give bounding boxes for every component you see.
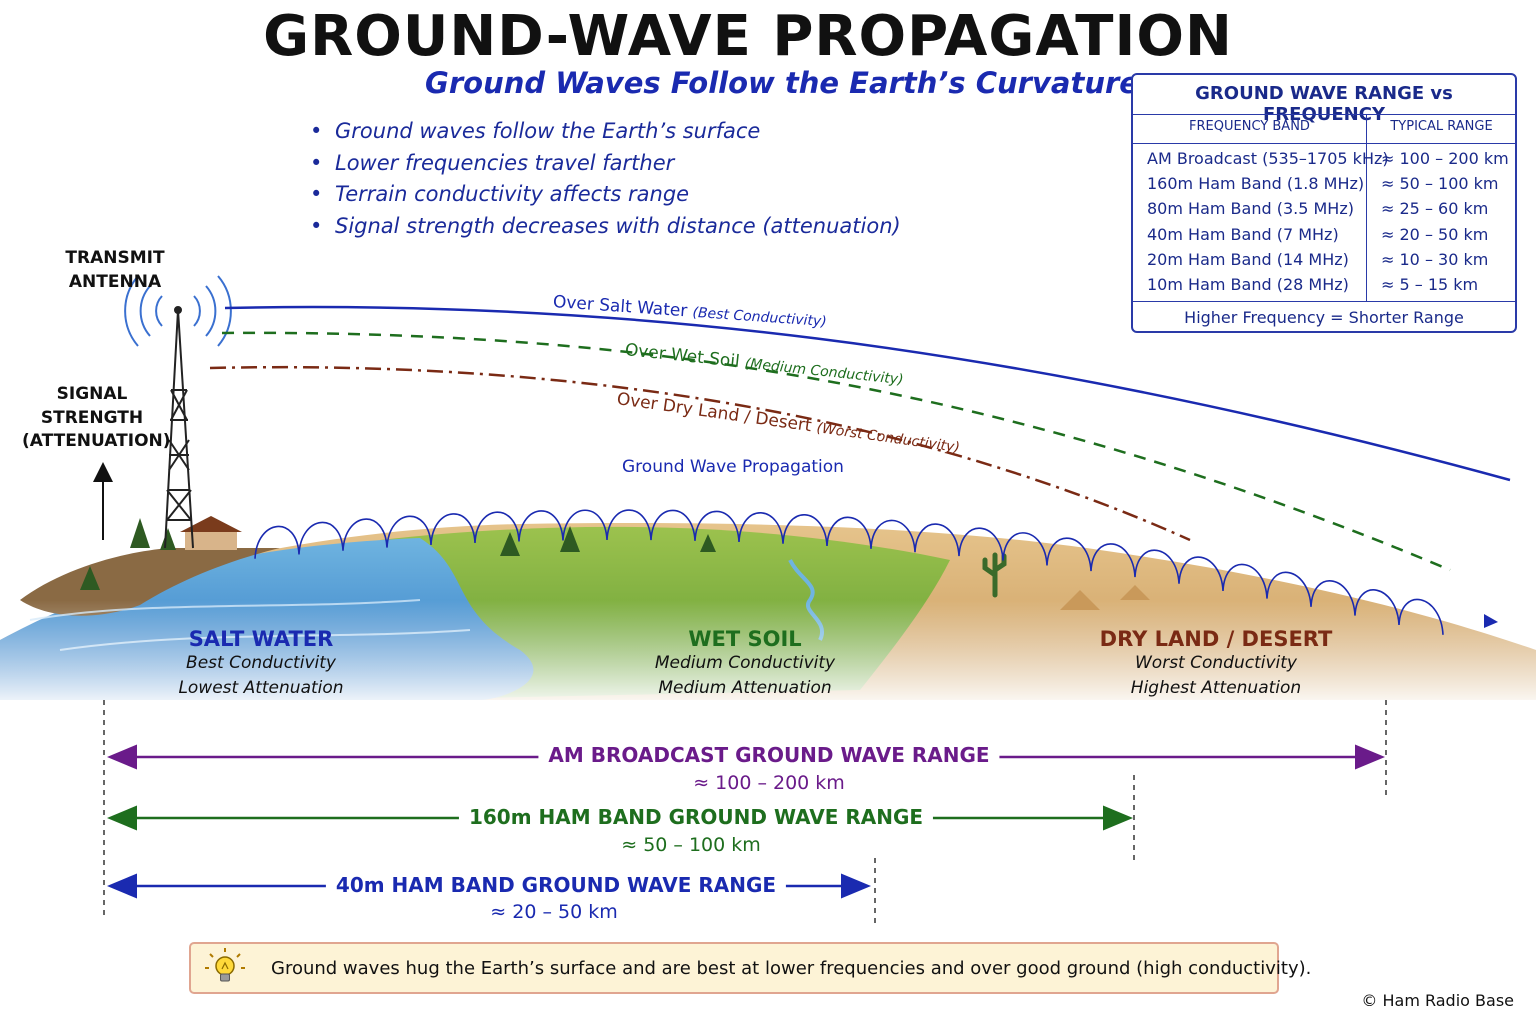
band-cell: 160m Ham Band (1.8 MHz) (1147, 174, 1365, 194)
range-cell: ≈ 50 – 100 km (1381, 174, 1499, 194)
zone-wet-soil: WET SOIL Medium Conductivity Medium Atte… (595, 627, 895, 701)
ground-wave-hops (254, 509, 1498, 635)
signal-label-line: SIGNAL (56, 384, 128, 404)
ground-wave-arrowhead (1484, 614, 1498, 628)
column-header-band: FREQUENCY BAND (1189, 119, 1310, 134)
tip-box: Ground waves hug the Earth’s surface and… (189, 942, 1311, 994)
table-row: 10m Ham Band (28 MHz) ≈ 5 – 15 km (1133, 275, 1515, 300)
zone-attenuation: Medium Attenuation (658, 678, 832, 698)
ground-wave-label: Ground Wave Propagation (622, 457, 844, 477)
table-row: 160m Ham Band (1.8 MHz) ≈ 50 – 100 km (1133, 174, 1515, 199)
zone-attenuation: Lowest Attenuation (178, 678, 344, 698)
range-cell: ≈ 100 – 200 km (1381, 149, 1509, 168)
antenna-label-line: ANTENNA (68, 271, 162, 292)
table-row: 20m Ham Band (14 MHz) ≈ 10 – 30 km (1133, 250, 1515, 275)
band-cell: AM Broadcast (535–1705 kHz) (1147, 149, 1389, 168)
transmit-antenna (124, 275, 232, 549)
band-cell: 80m Ham Band (3.5 MHz) (1147, 199, 1354, 219)
key-point: Terrain conductivity affects range (310, 179, 901, 211)
table-footer: Higher Frequency = Shorter Range (1184, 308, 1464, 327)
range-cell: ≈ 5 – 15 km (1381, 274, 1479, 294)
band-cell: 10m Ham Band (28 MHz) (1147, 274, 1349, 294)
160m-range-label: 160m HAM BAND GROUND WAVE RANGE (458, 805, 934, 829)
zone-title: WET SOIL (688, 627, 802, 651)
band-cell: 20m Ham Band (14 MHz) (1147, 249, 1349, 269)
am-range-value: ≈ 100 – 200 km (693, 772, 845, 794)
zone-attenuation: Highest Attenuation (1130, 678, 1302, 698)
zone-conductivity: Worst Conductivity (1135, 653, 1297, 673)
range-cell: ≈ 10 – 30 km (1381, 249, 1489, 269)
wet-soil-wave-curve (221, 331, 1451, 572)
zone-conductivity: Best Conductivity (186, 653, 336, 673)
copyright-notice: © Ham Radio Base (1361, 991, 1514, 1010)
40m-range-label: 40m HAM BAND GROUND WAVE RANGE (325, 873, 787, 897)
zone-dry-land: DRY LAND / DESERT Worst Conductivity Hig… (1066, 627, 1366, 701)
signal-strength-label: SIGNAL STRENGTH (ATTENUATION) (22, 383, 171, 454)
key-points-list: Ground waves follow the Earth’s surface … (310, 116, 901, 242)
zone-title: DRY LAND / DESERT (1099, 627, 1333, 651)
lightbulb-icon (205, 948, 245, 982)
page-subtitle: Ground Waves Follow the Earth’s Curvatur… (425, 66, 1139, 100)
tip-text: Ground waves hug the Earth’s surface and… (271, 958, 1312, 979)
zone-title: SALT WATER (188, 627, 334, 651)
table-row: AM Broadcast (535–1705 kHz) ≈ 100 – 200 k… (1133, 149, 1515, 174)
signal-label-line: (ATTENUATION) (22, 431, 171, 451)
table-row: 40m Ham Band (7 MHz) ≈ 20 – 50 km (1133, 225, 1515, 250)
signal-label-line: STRENGTH (40, 407, 144, 428)
terrain (0, 516, 1536, 710)
key-point: Signal strength decreases with distance … (310, 211, 901, 243)
key-point: Ground waves follow the Earth’s surface (310, 116, 901, 148)
zone-conductivity: Medium Conductivity (654, 653, 836, 673)
salt-water-wave-curve (224, 305, 1511, 482)
antenna-label-line: TRANSMIT (65, 248, 165, 268)
dry-land-wave-curve (209, 365, 1191, 542)
page-title: GROUND-WAVE PROPAGATION (263, 4, 1233, 69)
range-cell: ≈ 20 – 50 km (1381, 224, 1489, 244)
table-body: AM Broadcast (535–1705 kHz) ≈ 100 – 200 k… (1133, 149, 1515, 300)
table-row: 80m Ham Band (3.5 MHz) ≈ 25 – 60 km (1133, 199, 1515, 224)
column-header-range: TYPICAL RANGE (1390, 119, 1493, 134)
ground-wave-hop-path (254, 509, 1444, 635)
key-point: Lower frequencies travel farther (310, 148, 901, 180)
frequency-range-table: GROUND WAVE RANGE vs FREQUENCY FREQUENCY… (1131, 73, 1517, 333)
antenna-label: TRANSMIT ANTENNA (60, 247, 170, 294)
40m-range-value: ≈ 20 – 50 km (490, 901, 618, 923)
range-cell: ≈ 25 – 60 km (1381, 199, 1489, 219)
zone-salt-water: SALT WATER Best Conductivity Lowest Atte… (111, 627, 411, 701)
am-range-label: AM BROADCAST GROUND WAVE RANGE (538, 743, 1000, 767)
160m-range-value: ≈ 50 – 100 km (621, 834, 761, 856)
band-cell: 40m Ham Band (7 MHz) (1147, 224, 1339, 244)
